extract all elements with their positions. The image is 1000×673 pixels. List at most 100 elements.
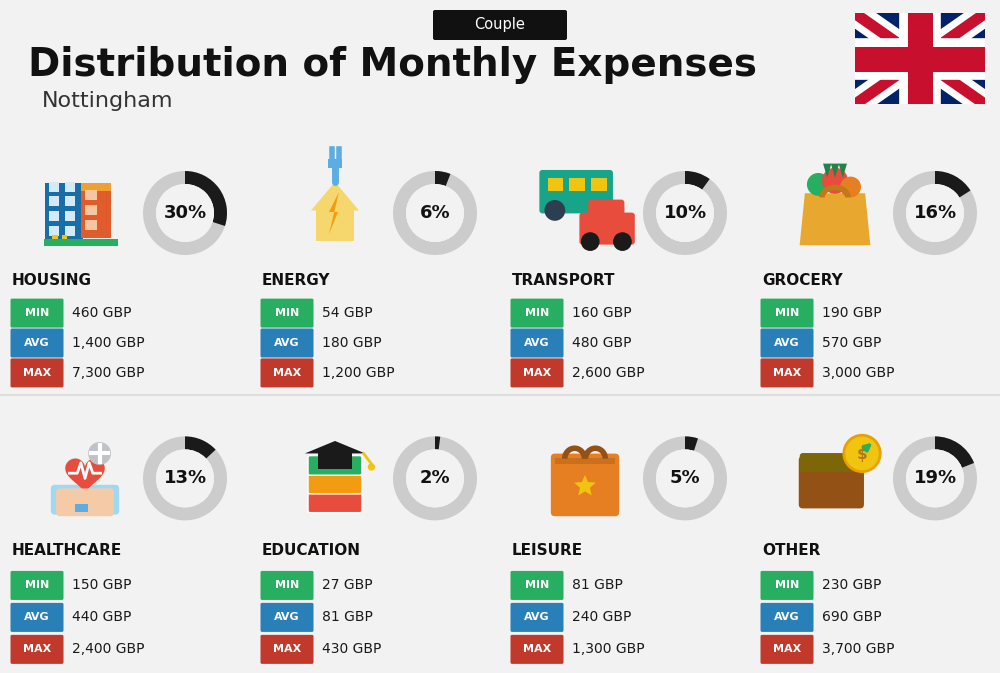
FancyBboxPatch shape [10,571,64,600]
FancyBboxPatch shape [579,213,635,244]
Polygon shape [831,164,839,178]
Text: 3,000 GBP: 3,000 GBP [822,366,895,380]
Circle shape [906,450,964,507]
Circle shape [393,171,477,255]
Text: MIN: MIN [25,580,49,590]
Text: MIN: MIN [525,580,549,590]
Text: MAX: MAX [23,644,51,654]
FancyBboxPatch shape [799,456,864,508]
FancyBboxPatch shape [539,170,613,213]
FancyBboxPatch shape [761,299,814,328]
FancyBboxPatch shape [761,328,814,357]
Bar [52,235,58,243]
Bar [49,226,59,236]
Text: MIN: MIN [775,580,799,590]
Circle shape [643,436,727,520]
Text: MAX: MAX [273,368,301,378]
Text: 16%: 16% [913,204,957,222]
Bar [555,458,615,464]
Bar [85,205,97,215]
Text: 2,400 GBP: 2,400 GBP [72,642,144,656]
FancyBboxPatch shape [511,359,564,388]
Circle shape [368,463,375,470]
FancyBboxPatch shape [260,299,314,328]
Text: OTHER: OTHER [762,543,820,558]
FancyBboxPatch shape [511,328,564,357]
Circle shape [656,184,714,242]
FancyBboxPatch shape [10,603,64,632]
Polygon shape [839,164,847,178]
Text: 30%: 30% [163,204,207,222]
Text: AVG: AVG [24,338,50,348]
Text: 160 GBP: 160 GBP [572,306,632,320]
FancyBboxPatch shape [511,635,564,664]
Circle shape [906,450,964,507]
Text: AVG: AVG [524,338,550,348]
Text: AVG: AVG [524,612,550,623]
Circle shape [143,171,227,255]
Circle shape [893,436,977,520]
Bar [65,211,75,221]
Text: MIN: MIN [525,308,549,318]
Text: AVG: AVG [274,338,300,348]
Polygon shape [823,164,831,178]
Text: 230 GBP: 230 GBP [822,578,881,592]
FancyBboxPatch shape [588,200,624,222]
Circle shape [656,184,714,242]
Text: MAX: MAX [23,368,51,378]
Text: 7,300 GBP: 7,300 GBP [72,366,144,380]
Text: $: $ [857,447,867,462]
FancyBboxPatch shape [260,328,314,357]
Text: TRANSPORT: TRANSPORT [512,273,616,288]
Circle shape [893,171,977,255]
Bar [49,197,59,207]
FancyBboxPatch shape [511,571,564,600]
FancyBboxPatch shape [761,571,814,600]
FancyBboxPatch shape [260,571,314,600]
Wedge shape [685,171,710,213]
Text: MIN: MIN [775,308,799,318]
Circle shape [807,173,830,196]
Circle shape [840,176,861,197]
Text: HOUSING: HOUSING [12,273,92,288]
Bar [65,182,75,192]
Text: 1,200 GBP: 1,200 GBP [322,366,395,380]
Circle shape [406,184,464,242]
Text: MAX: MAX [773,368,801,378]
Text: 2,600 GBP: 2,600 GBP [572,366,645,380]
Bar [49,182,59,192]
Text: MIN: MIN [275,308,299,318]
FancyBboxPatch shape [761,359,814,388]
Text: 54 GBP: 54 GBP [322,306,373,320]
FancyBboxPatch shape [761,603,814,632]
Circle shape [656,450,714,507]
Text: 480 GBP: 480 GBP [572,336,632,350]
Circle shape [589,200,610,221]
Wedge shape [435,171,450,213]
FancyBboxPatch shape [10,328,64,357]
Polygon shape [574,474,596,495]
FancyBboxPatch shape [10,635,64,664]
Circle shape [156,450,214,507]
Circle shape [656,450,714,507]
Wedge shape [935,171,970,213]
Bar [62,235,67,243]
Bar [85,219,97,229]
FancyBboxPatch shape [433,10,567,40]
Circle shape [393,436,477,520]
Bar [591,178,607,191]
Bar [65,197,75,207]
FancyBboxPatch shape [511,299,564,328]
FancyBboxPatch shape [56,489,114,516]
Circle shape [544,200,565,221]
Bar [548,178,563,191]
Bar [81,191,111,238]
Text: MAX: MAX [773,644,801,654]
Text: Couple: Couple [475,17,525,32]
Text: 2%: 2% [420,469,450,487]
FancyBboxPatch shape [10,359,64,388]
Text: ENERGY: ENERGY [262,273,330,288]
Circle shape [906,184,964,242]
Circle shape [406,450,464,507]
Circle shape [143,436,227,520]
